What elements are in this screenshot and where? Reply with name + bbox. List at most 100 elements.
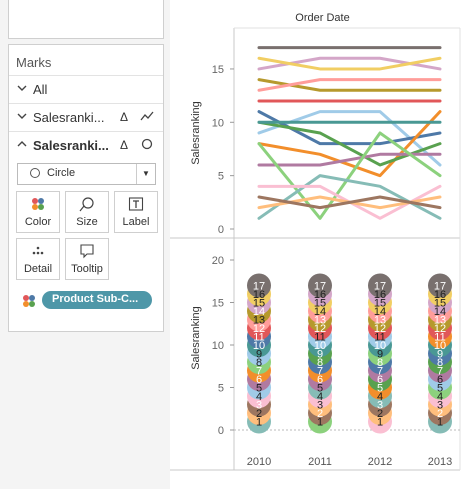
rank-label: 15 <box>374 298 386 310</box>
rank-label: 15 <box>314 298 326 310</box>
rank-label: 16 <box>374 289 386 301</box>
rank-label: 6 <box>317 374 323 386</box>
rank-label: 16 <box>314 289 326 301</box>
y-tick-label: 0 <box>218 224 224 236</box>
detail-icon <box>30 243 46 259</box>
rank-label: 16 <box>253 289 265 301</box>
tooltip-icon <box>79 243 95 259</box>
rank-label: 11 <box>314 332 325 344</box>
divider <box>9 75 163 76</box>
rank-label: 6 <box>437 374 443 386</box>
rank-label: 8 <box>437 357 443 369</box>
rank-label: 11 <box>374 332 385 344</box>
marks-row-label: Salesranki... <box>33 138 109 153</box>
rank-label: 13 <box>434 315 446 327</box>
rank-label: 5 <box>377 383 383 395</box>
rank-circle <box>428 273 452 298</box>
rank-label: 6 <box>256 374 262 386</box>
rank-label: 15 <box>253 298 265 310</box>
rank-label: 12 <box>374 323 386 335</box>
rank-label: 4 <box>377 391 383 403</box>
filters-card <box>8 0 164 39</box>
marks-card-title: Marks <box>16 55 52 70</box>
divider <box>9 131 163 132</box>
tooltip-button[interactable]: Tooltip <box>65 238 109 280</box>
marks-row-all[interactable]: All <box>9 77 163 103</box>
rank-label: 10 <box>374 340 386 352</box>
dot-chart: 05101520Salesranking12345678910111213141… <box>190 255 460 468</box>
rank-label: 13 <box>253 315 265 327</box>
rank-label: 3 <box>256 400 262 412</box>
rank-label: 1 <box>256 417 262 429</box>
label-button[interactable]: Label <box>114 191 158 233</box>
color-button[interactable]: Color <box>16 191 60 233</box>
detail-button[interactable]: Detail <box>16 238 60 280</box>
rank-circle <box>308 273 332 298</box>
left-pane: Marks All Salesranki... Δ Salesranki... <box>0 0 170 489</box>
y-axis-label: Salesranking <box>190 306 202 370</box>
rank-label: 16 <box>434 289 446 301</box>
label-icon <box>128 196 144 212</box>
rank-label: 7 <box>317 366 323 378</box>
label-button-label: Label <box>122 216 150 228</box>
y-tick-label: 20 <box>212 255 224 267</box>
rank-label: 9 <box>377 349 383 361</box>
rank-circle <box>247 273 271 298</box>
x-tick-label: 2012 <box>368 456 392 468</box>
rank-label: 1 <box>317 417 323 429</box>
delta-icon: Δ <box>120 138 129 152</box>
rank-label: 13 <box>314 315 326 327</box>
rank-label: 14 <box>434 306 446 318</box>
rank-label: 9 <box>256 349 262 361</box>
chart-canvas: 051015Salesranking05101520Salesranking12… <box>170 27 461 471</box>
rank-label: 10 <box>253 340 265 352</box>
marks-row-salesranking-line[interactable]: Salesranki... Δ <box>9 105 163 131</box>
rank-label: 15 <box>434 298 446 310</box>
color-dots-icon <box>30 196 46 212</box>
rank-label: 14 <box>253 306 265 318</box>
column-header-order-date: Order Date <box>295 12 350 24</box>
color-button-label: Color <box>24 216 52 228</box>
size-button[interactable]: Size <box>65 191 109 233</box>
delta-icon: Δ <box>120 110 129 124</box>
circle-icon <box>30 168 40 178</box>
product-subcategory-pill[interactable]: Product Sub-C... <box>42 291 152 309</box>
series-line-2 <box>257 56 442 71</box>
rank-circle <box>368 273 392 298</box>
detail-button-label: Detail <box>23 263 53 275</box>
chevron-down-icon[interactable] <box>17 111 27 123</box>
rank-label: 3 <box>317 400 323 412</box>
marks-row-salesranking-circle[interactable]: Salesranki... Δ <box>9 133 163 159</box>
y-tick-label: 15 <box>212 64 224 76</box>
mark-type-dropdown[interactable]: Circle ▼ <box>17 163 156 185</box>
rank-label: 17 <box>374 281 386 293</box>
rank-label: 11 <box>434 332 445 344</box>
marks-card: Marks All Salesranki... Δ Salesranki... <box>8 44 164 332</box>
rank-label: 12 <box>314 323 326 335</box>
rank-label: 9 <box>317 349 323 361</box>
line-mark-icon <box>140 109 154 126</box>
rank-label: 5 <box>317 383 323 395</box>
rank-label: 14 <box>374 306 386 318</box>
y-axis-label: Salesranking <box>190 101 202 165</box>
rank-label: 17 <box>253 281 265 293</box>
series-line-16 <box>257 195 442 210</box>
color-dots-icon <box>21 293 37 309</box>
rank-label: 12 <box>434 323 446 335</box>
marks-row-label: Salesranki... <box>33 110 105 125</box>
series-line-12 <box>257 131 442 220</box>
rank-label: 17 <box>434 281 446 293</box>
rank-label: 10 <box>434 340 446 352</box>
marks-row-label: All <box>33 82 48 97</box>
rank-label: 6 <box>377 374 383 386</box>
divider <box>9 103 163 104</box>
rank-label: 10 <box>314 340 326 352</box>
chevron-up-icon[interactable] <box>17 139 27 151</box>
rank-label: 11 <box>253 332 264 344</box>
rank-label: 8 <box>317 357 323 369</box>
y-tick-label: 0 <box>218 425 224 437</box>
rank-label: 14 <box>314 306 326 318</box>
rank-label: 2 <box>317 408 323 420</box>
dropdown-arrow-icon[interactable]: ▼ <box>136 164 155 184</box>
chevron-down-icon[interactable] <box>17 83 27 95</box>
